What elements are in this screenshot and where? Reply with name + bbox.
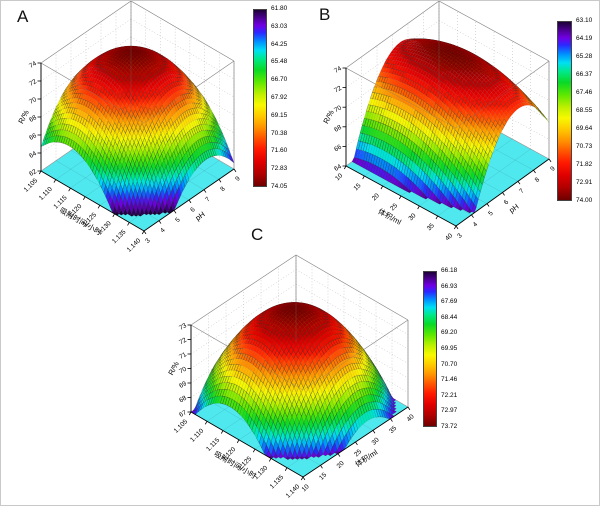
colorbar-tick-label: 65.28 bbox=[576, 53, 593, 60]
colorbar-tick-label: 64.19 bbox=[576, 35, 593, 42]
colorbar-tick-label: 63.03 bbox=[271, 22, 288, 30]
colorbar-tick-label: 70.73 bbox=[576, 143, 593, 150]
colorbar-tick-label: 72.21 bbox=[441, 391, 458, 399]
colorbar-tick-label: 72.91 bbox=[576, 179, 593, 186]
colorbar-tick-label: 68.44 bbox=[441, 313, 458, 321]
colorbar-tick-label: 63.10 bbox=[576, 17, 593, 24]
colorbar-tick-label: 71.46 bbox=[441, 376, 458, 384]
surface-plot-b bbox=[301, 1, 557, 254]
colorbar-gradient-a bbox=[253, 9, 267, 187]
panel-label-a: A bbox=[17, 7, 29, 26]
colorbar-tick-label: 66.70 bbox=[271, 76, 288, 84]
colorbar-tick-label: 69.20 bbox=[441, 329, 458, 337]
colorbar-tick-label: 72.97 bbox=[441, 407, 458, 415]
colorbar-gradient-b bbox=[557, 21, 572, 201]
colorbar-tick-label: 65.48 bbox=[271, 58, 288, 66]
colorbar-tick-label: 70.38 bbox=[271, 129, 288, 137]
colorbar-tick-label: 66.37 bbox=[576, 71, 593, 78]
colorbar-tick-label: 67.92 bbox=[271, 94, 288, 101]
colorbar-b: 63.10 64.19 65.28 66.37 67.46 68.55 69.64 70.73… bbox=[557, 17, 599, 213]
colorbar-tick-label: 73.72 bbox=[441, 423, 458, 430]
colorbar-tick-label: 66.18 bbox=[441, 267, 458, 274]
surface-plot-a bbox=[1, 1, 253, 254]
colorbar-tick-label: 74.05 bbox=[271, 183, 288, 190]
colorbar-tick-label: 67.46 bbox=[576, 89, 593, 96]
colorbar-tick-label: 71.60 bbox=[271, 147, 288, 155]
colorbar-a: 61.80 63.03 64.25 65.48 66.70 67.92 69.15 70.38… bbox=[253, 5, 299, 199]
colorbar-tick-label: 69.95 bbox=[441, 345, 458, 352]
panel-label-c: C bbox=[251, 225, 264, 244]
colorbar-tick-label: 68.55 bbox=[576, 107, 593, 114]
colorbar-tick-label: 72.83 bbox=[271, 165, 288, 173]
colorbar-tick-label: 67.69 bbox=[441, 298, 458, 306]
colorbar-gradient-c bbox=[423, 271, 437, 427]
colorbar-tick-label: 69.64 bbox=[576, 125, 593, 132]
colorbar-c: 66.18 66.93 67.69 68.44 69.20 69.95 70.70 71.46… bbox=[423, 267, 469, 439]
panel-label-b: B bbox=[319, 5, 331, 24]
colorbar-tick-label: 69.15 bbox=[271, 111, 288, 119]
colorbar-tick-label: 61.80 bbox=[271, 5, 288, 12]
colorbar-tick-label: 74.00 bbox=[576, 197, 593, 204]
colorbar-tick-label: 70.70 bbox=[441, 360, 458, 368]
colorbar-tick-label: 71.82 bbox=[576, 161, 593, 168]
colorbar-tick-label: 66.93 bbox=[441, 282, 458, 290]
colorbar-tick-label: 64.25 bbox=[271, 40, 288, 48]
surface-plot-c bbox=[141, 254, 422, 505]
